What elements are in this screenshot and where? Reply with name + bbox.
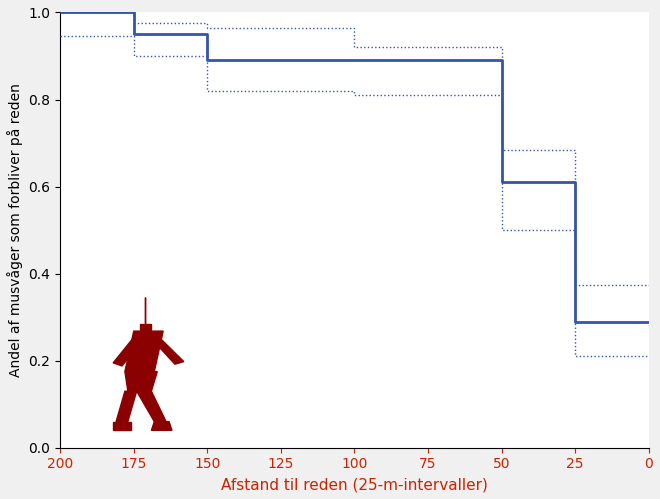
Polygon shape — [151, 422, 172, 430]
Polygon shape — [113, 334, 148, 366]
Polygon shape — [113, 422, 131, 430]
Polygon shape — [125, 331, 163, 374]
Polygon shape — [116, 391, 137, 422]
Polygon shape — [125, 372, 157, 391]
X-axis label: Afstand til reden (25-m-intervaller): Afstand til reden (25-m-intervaller) — [221, 477, 488, 492]
Y-axis label: Andel af musvåger som forbliver på reden: Andel af musvåger som forbliver på reden — [7, 83, 23, 377]
Polygon shape — [148, 335, 183, 364]
Polygon shape — [137, 391, 166, 422]
Polygon shape — [140, 324, 151, 330]
